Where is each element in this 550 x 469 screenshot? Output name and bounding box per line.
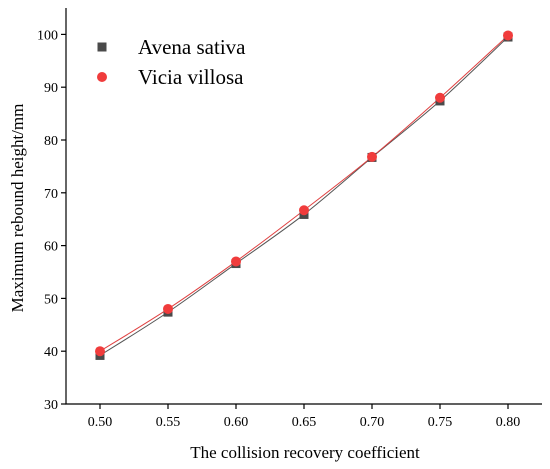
y-tick-label: 40 bbox=[44, 345, 58, 360]
y-tick-label: 70 bbox=[44, 187, 58, 202]
y-tick-label: 100 bbox=[37, 28, 58, 43]
y-tick-label: 90 bbox=[44, 81, 58, 96]
legend-marker-circle bbox=[97, 72, 107, 82]
legend-marker-square bbox=[97, 42, 107, 52]
y-tick-label: 80 bbox=[44, 134, 58, 149]
data-point-circle bbox=[367, 151, 377, 162]
x-tick-label: 0.55 bbox=[156, 415, 181, 430]
y-tick-label: 60 bbox=[44, 240, 58, 255]
legend-label: Vicia villosa bbox=[138, 65, 244, 89]
y-axis-title: Maximum rebound height/mm bbox=[8, 104, 27, 313]
y-tick-label: 30 bbox=[44, 398, 58, 413]
x-tick-label: 0.60 bbox=[224, 415, 249, 430]
data-point-circle bbox=[231, 256, 241, 267]
data-point-circle bbox=[503, 30, 513, 41]
legend-label: Avena sativa bbox=[138, 35, 246, 59]
data-point-circle bbox=[435, 92, 445, 103]
x-axis-title: The collision recovery coefficient bbox=[190, 443, 420, 462]
legend: Avena sativa Vicia villosa bbox=[97, 35, 246, 89]
plot-area bbox=[95, 30, 513, 360]
x-tick-label: 0.50 bbox=[88, 415, 113, 430]
x-tick-label: 0.70 bbox=[360, 415, 385, 430]
x-tick-label: 0.65 bbox=[292, 415, 317, 430]
y-tick-label: 50 bbox=[44, 292, 58, 307]
data-point-circle bbox=[299, 205, 309, 216]
data-point-circle bbox=[95, 346, 105, 357]
data-point-circle bbox=[163, 303, 173, 314]
x-tick-label: 0.75 bbox=[428, 415, 453, 430]
x-tick-label: 0.80 bbox=[496, 415, 521, 430]
axes: 0.50 0.55 0.60 0.65 0.70 0.75 0.80 30 40 50 60 70 80… bbox=[37, 8, 542, 430]
